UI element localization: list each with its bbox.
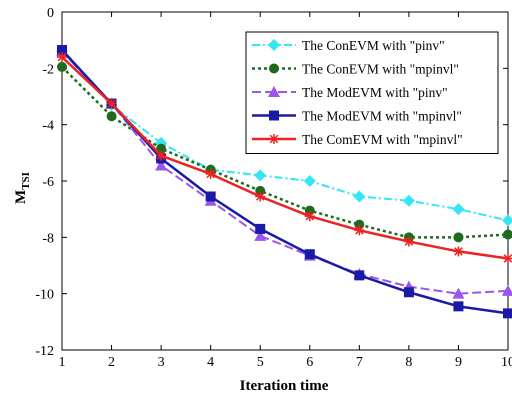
series-5 — [57, 52, 512, 264]
legend-label: The ConEVM with "mpinvl" — [302, 62, 459, 77]
data-point — [57, 52, 67, 63]
data-point — [403, 236, 414, 247]
x-tick-label: 1 — [59, 355, 66, 370]
y-tick-label: -4 — [42, 119, 54, 134]
data-point — [255, 223, 266, 234]
x-tick-label: 7 — [356, 355, 363, 370]
data-point — [453, 301, 464, 312]
legend-item: The ComEVM with "mpinvl" — [252, 132, 463, 147]
y-axis-title: MTSI — [13, 172, 32, 204]
data-point — [57, 61, 67, 72]
data-point — [502, 284, 512, 296]
y-tick-label: -2 — [42, 62, 54, 77]
y-tick-label: -12 — [35, 344, 54, 359]
data-point — [106, 111, 117, 122]
data-point — [353, 190, 366, 203]
data-point — [57, 45, 67, 56]
y-tick-label: -6 — [42, 175, 54, 190]
data-point — [453, 232, 464, 243]
data-point — [354, 225, 365, 236]
series-line — [61, 50, 509, 295]
legend-item: The ConEVM with "pinv" — [252, 38, 445, 53]
data-point — [503, 253, 512, 264]
data-point — [205, 191, 216, 202]
x-tick-label: 5 — [257, 355, 264, 370]
data-point — [303, 175, 316, 187]
legend-marker — [268, 39, 280, 51]
data-point — [254, 169, 267, 182]
legend-label: The ModEVM with "pinv" — [302, 85, 448, 100]
y-tick-label: -8 — [42, 231, 54, 246]
x-axis-title: Iteration time — [240, 378, 329, 394]
data-point — [402, 194, 415, 207]
data-point — [304, 249, 315, 260]
x-tick-label: 2 — [108, 355, 115, 370]
x-tick-label: 8 — [405, 355, 412, 370]
data-point — [255, 191, 266, 202]
data-point — [503, 308, 512, 319]
data-point — [403, 287, 414, 298]
data-point — [106, 98, 117, 109]
data-point — [254, 229, 267, 241]
data-point — [452, 287, 465, 299]
x-axis: 1 2 3 4 5 6 7 8 9 10 — [59, 12, 512, 370]
legend-label: The ComEVM with "mpinvl" — [302, 132, 463, 147]
data-point — [354, 270, 365, 281]
data-point — [156, 150, 167, 161]
legend-item: The ConEVM with "mpinvl" — [252, 62, 459, 77]
x-tick-label: 4 — [207, 355, 214, 370]
x-tick-label: 3 — [158, 355, 165, 370]
series-line — [61, 56, 509, 260]
data-point — [453, 246, 464, 257]
x-tick-label: 10 — [501, 355, 512, 370]
legend-label: The ModEVM with "mpinvl" — [302, 109, 462, 124]
data-point — [304, 211, 315, 222]
legend-marker — [268, 86, 280, 97]
y-tick-label: -10 — [35, 288, 54, 303]
series-layer — [56, 45, 512, 319]
y-tick-label: 0 — [47, 6, 54, 21]
legend-marker — [269, 63, 279, 74]
data-point — [452, 203, 465, 216]
legend-marker — [269, 134, 279, 144]
data-point — [502, 214, 512, 227]
legend-item: The ModEVM with "pinv" — [252, 85, 448, 100]
legend-item: The ModEVM with "mpinvl" — [252, 109, 462, 124]
legend-box — [245, 31, 499, 154]
legend: The ConEVM with "pinv" The ConEVM with "m… — [245, 31, 499, 154]
x-tick-label: 6 — [306, 355, 313, 370]
x-tick-label: 9 — [455, 355, 462, 370]
series-line — [61, 50, 509, 222]
y-axis-title-subscript: TSI — [20, 172, 32, 190]
data-point — [205, 168, 216, 179]
data-point — [503, 229, 512, 240]
y-axis-title-main: M — [13, 190, 29, 204]
data-point — [156, 143, 167, 154]
legend-marker — [269, 110, 279, 121]
data-point — [155, 159, 168, 171]
legend-label: The ConEVM with "pinv" — [302, 38, 445, 53]
